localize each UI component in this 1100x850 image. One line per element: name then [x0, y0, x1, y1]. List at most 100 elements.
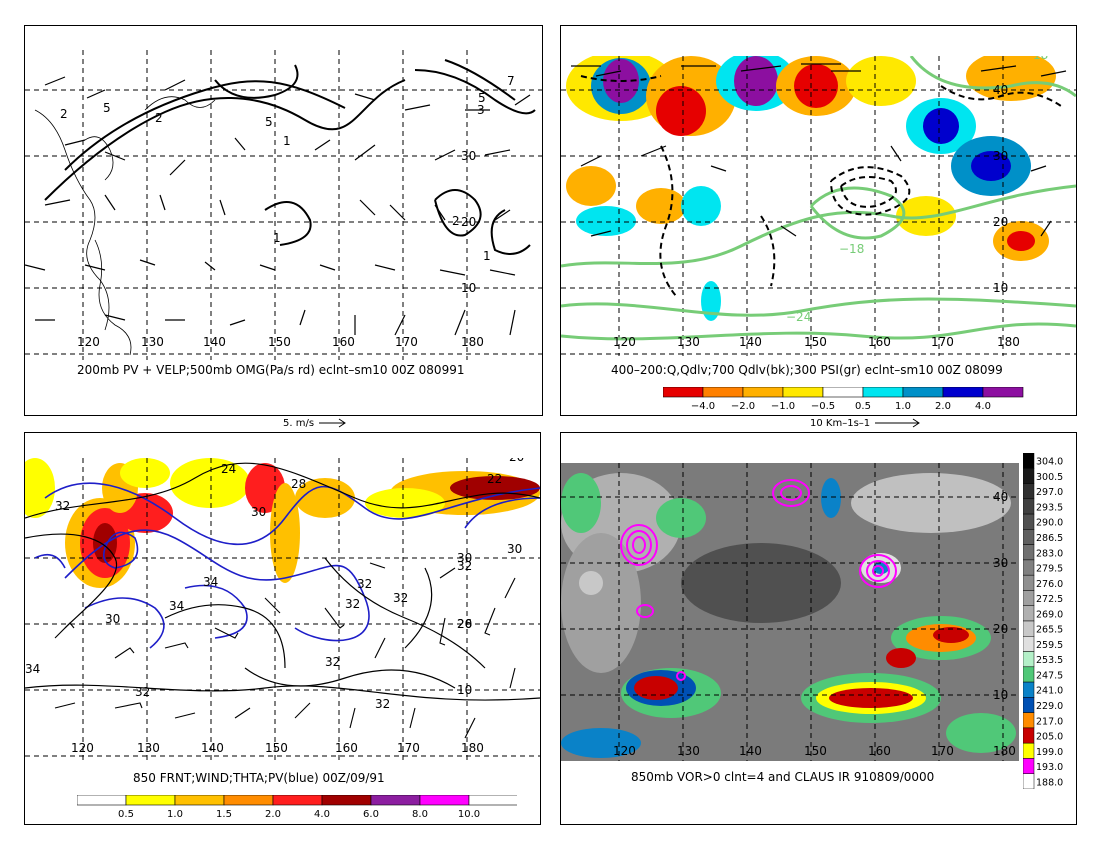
lat-label: 40: [993, 83, 1008, 97]
lat-label: 30: [993, 556, 1008, 570]
colorbar-tick-label: 279.5: [1036, 564, 1063, 575]
lon-label: 130: [137, 741, 160, 755]
colorbar-tick-label: 10.0: [458, 809, 480, 819]
colorbar-swatch: [1023, 620, 1035, 637]
lat-label: 30: [457, 551, 472, 565]
pv-blue-contours: [34, 482, 540, 649]
colorbar-tick-label: 4.0: [975, 401, 991, 411]
contour-label: 5: [265, 115, 273, 129]
lon-label: 140: [739, 335, 762, 349]
colorbar-bottom-right: 304.0 300.5 297.0 293.5 290.0 286.5 283.0 279.5…: [1023, 453, 1063, 789]
lat-label: 30: [993, 149, 1008, 163]
lon-labels-tr: 120 130 140 150 160 170 180: [613, 335, 1020, 349]
lon-label: 130: [677, 335, 700, 349]
frontogenesis-shading: [25, 458, 540, 588]
colorbar-swatch: [419, 795, 470, 806]
colorbar-swatch: [370, 795, 421, 806]
colorbar-swatch: [1023, 666, 1035, 683]
lon-label: 180: [461, 741, 484, 755]
colorbar-tick-label: 286.5: [1036, 533, 1063, 544]
contour-label: 30: [251, 505, 266, 519]
lat-labels-tr: 40 30 20 10: [993, 83, 1008, 295]
lat-label: 20: [457, 617, 472, 631]
colorbar-tick-label: 265.5: [1036, 625, 1063, 636]
colorbar-swatch: [902, 387, 944, 398]
lon-label: 120: [77, 335, 100, 349]
colorbar-swatch: [663, 387, 704, 398]
lon-label: 120: [613, 335, 636, 349]
colorbar-swatch: [1023, 712, 1035, 729]
lon-label: 180: [461, 335, 484, 349]
vector-scale-arrow: [319, 418, 347, 428]
colorbar-tick-label: 6.0: [363, 809, 379, 819]
colorbar-swatch: [223, 795, 274, 806]
colorbar-swatch: [982, 387, 1024, 398]
contour-labels-bl: 24 22 28 30 20 32 30 32 34 34 32 32 26 3…: [25, 458, 524, 711]
colorbar-tick-label: 0.5: [855, 401, 871, 411]
contour-label: 1: [273, 231, 281, 245]
lat-labels-tl: 30 20 10: [461, 149, 476, 295]
contour-label: 1: [483, 249, 491, 263]
colorbar-swatch: [742, 387, 784, 398]
contour-label: 30: [507, 542, 522, 556]
colorbar-swatch: [1023, 513, 1035, 530]
lat-labels-bl: 30 20 10: [457, 551, 472, 697]
lat-label: 10: [993, 281, 1008, 295]
wind-barbs-bl: [54, 562, 516, 739]
lon-label: 160: [868, 335, 891, 349]
colorbar-swatch: [1023, 529, 1035, 545]
contour-label: 26: [457, 617, 472, 631]
contour-label: 20: [509, 458, 524, 464]
lat-label: 10: [457, 683, 472, 697]
lat-label: 40: [993, 490, 1008, 504]
colorbar-swatch: [125, 795, 176, 806]
colorbar-swatch: [1023, 453, 1035, 469]
panel-top-left: 2 5 2 5 7 5 1 1 1 2 3 30 20 10 120 130 1…: [24, 25, 543, 416]
theta-contours: [25, 462, 540, 701]
colorbar-swatch: [1023, 636, 1035, 652]
lon-labels-br: 120 130 140 150 160 170 180: [613, 744, 1016, 758]
colorbar-swatch: [782, 387, 824, 398]
contour-label: 28: [291, 477, 306, 491]
colorbar-swatch: [1023, 498, 1035, 515]
lon-labels-bl: 120 130 140 150 160 170 180: [71, 741, 484, 755]
wind-vectors-tl: [25, 76, 531, 336]
lat-label: 20: [461, 215, 476, 229]
colorbar-tick-label: 1.0: [895, 401, 911, 411]
contour-label: 32: [457, 559, 472, 573]
lon-label: 160: [335, 741, 358, 755]
colorbar-swatch: [1023, 544, 1035, 561]
lon-labels-tl: 120 130 140 150 160 170 180: [77, 335, 484, 349]
contour-label: 32: [325, 655, 340, 669]
psi-contours: [561, 56, 1076, 341]
colorbar-swatch: [1023, 773, 1035, 789]
lon-label: 160: [332, 335, 355, 349]
colorbar-tick-label: 241.0: [1036, 686, 1063, 697]
colorbar-tick-label: 1.0: [167, 809, 183, 819]
lat-labels-br: 40 30 20 10: [993, 490, 1008, 702]
colorbar-tick-label: 269.0: [1036, 609, 1063, 620]
colorbar-tick-label: 297.0: [1036, 487, 1063, 498]
contour-label: 5: [478, 91, 486, 105]
colorbar-swatch: [1023, 605, 1035, 622]
colorbar-swatch: [468, 795, 517, 806]
lat-label: 30: [461, 149, 476, 163]
colorbar-tick-label: 247.5: [1036, 670, 1063, 681]
colorbar-swatch: [1023, 590, 1035, 606]
map-top-right: −18 −24 18 40 30 20 10 120 130 140 150 1…: [561, 56, 1076, 356]
colorbar-swatch: [77, 795, 127, 806]
contour-label: 34: [169, 599, 184, 613]
caption-bottom-right: 850mb VOR>0 clnt=4 and CLAUS IR 910809/0…: [631, 770, 935, 784]
lon-label: 140: [203, 335, 226, 349]
colorbar-tick-label: 304.0: [1036, 457, 1063, 468]
colorbar-tick-label: −1.0: [771, 401, 795, 411]
q-shading: [566, 56, 1056, 321]
contour-label: 32: [393, 591, 408, 605]
panel-bottom-left: 24 22 28 30 20 32 30 32 34 34 32 32 26 3…: [24, 432, 541, 825]
lon-label: 130: [141, 335, 164, 349]
colorbar-swatch: [822, 387, 864, 398]
contour-label: 2: [155, 111, 163, 125]
colorbar-tick-label: 1.5: [216, 809, 232, 819]
lat-label: 10: [993, 688, 1008, 702]
panel-top-right: −18 −24 18 40 30 20 10 120 130 140 150 1…: [560, 25, 1077, 416]
